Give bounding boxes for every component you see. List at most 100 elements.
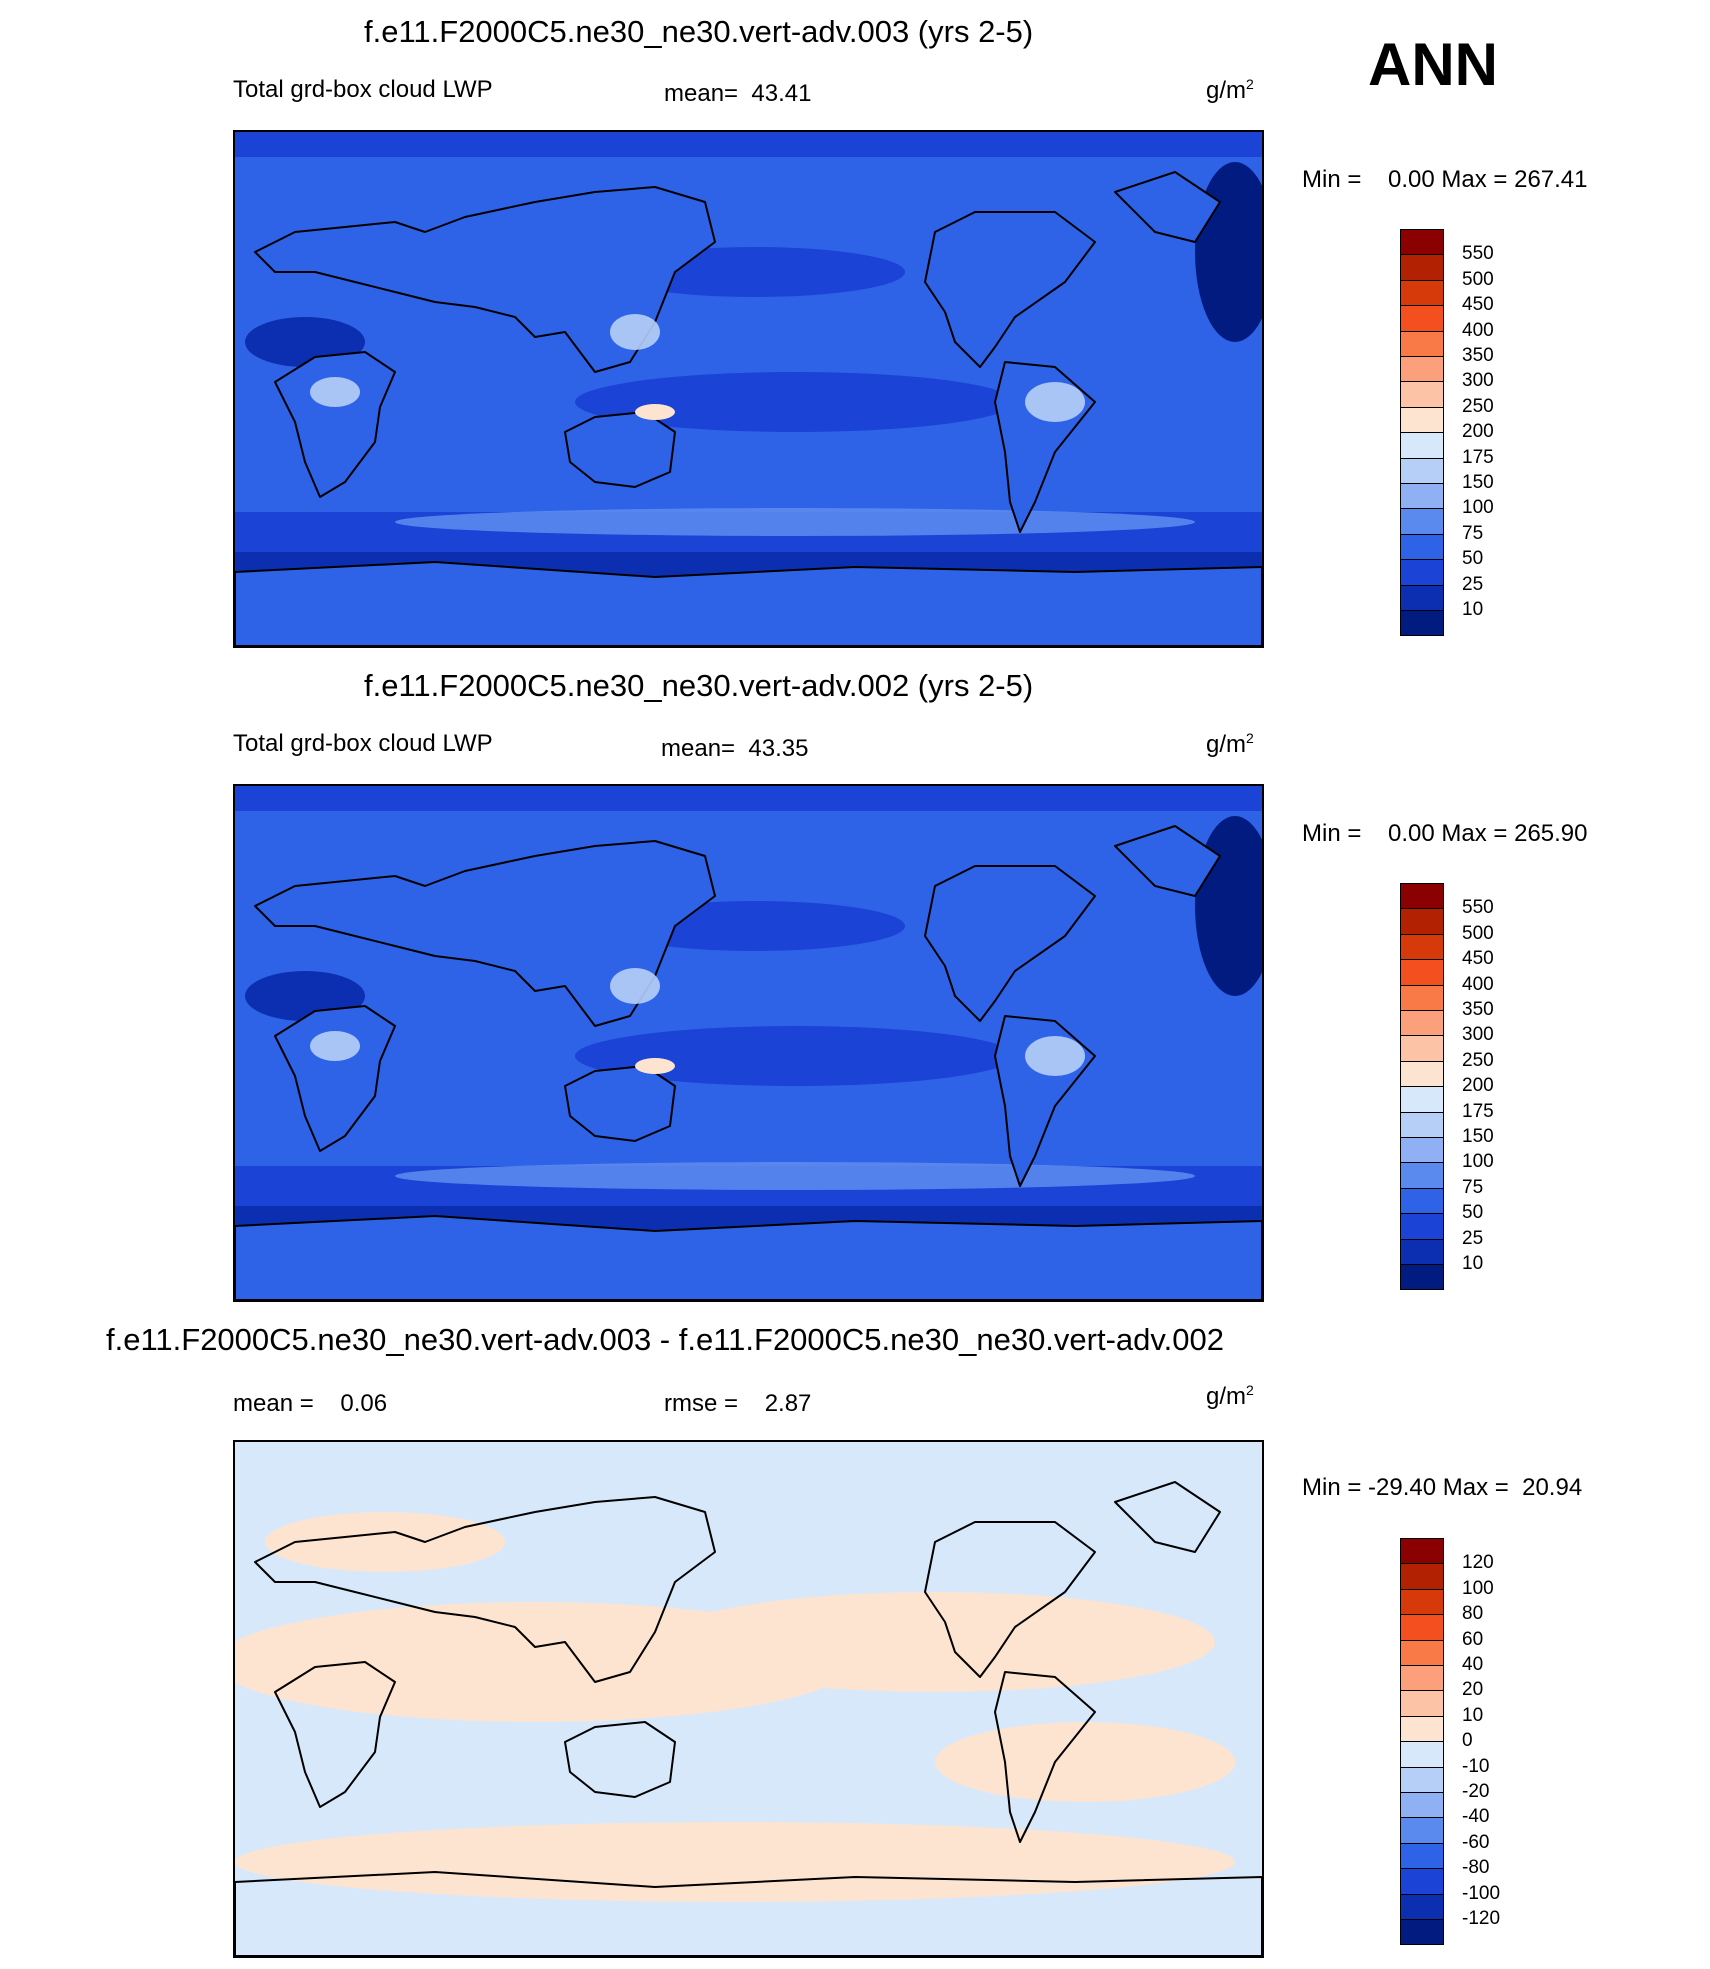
colorbar-tick-label: 350 — [1462, 999, 1494, 1020]
colorbar-tick-label: 400 — [1462, 973, 1494, 995]
colorbar-swatch — [1400, 229, 1444, 256]
colorbar-swatch — [1400, 559, 1444, 586]
colorbar-swatch — [1400, 908, 1444, 935]
colorbar-swatch — [1400, 1010, 1444, 1037]
colorbar-swatch — [1400, 1111, 1444, 1138]
colorbar-tick-label: 25 — [1462, 1227, 1484, 1249]
colorbar-swatch — [1400, 1264, 1444, 1291]
colorbar-swatch — [1400, 1213, 1444, 1240]
colorbar-swatch — [1400, 1035, 1444, 1062]
colorbar-swatch — [1400, 1538, 1444, 1565]
colorbar-tick-label: 60 — [1462, 1628, 1484, 1650]
colorbar-swatch — [1400, 305, 1444, 332]
colorbar-tick-label: -60 — [1462, 1831, 1490, 1853]
colorbar-tick-label: 50 — [1462, 1202, 1484, 1224]
colorbar-tick-label: 550 — [1462, 897, 1494, 919]
units-label: g/m2 — [1206, 1382, 1254, 1411]
colorbar-tick-label: 450 — [1462, 294, 1494, 316]
colorbar-swatch — [1400, 1665, 1444, 1692]
colorbar-swatch — [1400, 356, 1444, 383]
colorbar-swatch — [1400, 381, 1444, 408]
colorbar-tick-label: 10 — [1462, 1253, 1484, 1274]
colorbar-swatch — [1400, 1919, 1444, 1946]
colorbar-tick-label: -40 — [1462, 1806, 1490, 1828]
colorbar-swatch — [1400, 1868, 1444, 1895]
colorbar-swatch — [1400, 984, 1444, 1011]
min-max-label: Min = -29.40 Max = 20.94 — [1302, 1474, 1583, 1501]
colorbar-tick-label: 500 — [1462, 268, 1494, 290]
map-panel-3 — [233, 1440, 1264, 1958]
units-text: g/m — [1206, 1383, 1247, 1410]
colorbar-tick-label: 150 — [1462, 1126, 1494, 1147]
colorbar-swatch — [1400, 933, 1444, 961]
colorbar-swatch — [1400, 457, 1444, 484]
colorbar-tick-label: 300 — [1462, 370, 1494, 392]
colorbar-tick-label: 400 — [1462, 319, 1494, 341]
map-field — [235, 786, 1262, 1300]
colorbar-swatch — [1400, 1817, 1444, 1844]
colorbar-swatch — [1400, 279, 1444, 307]
colorbar-tick-label: 100 — [1462, 497, 1494, 519]
colorbar-tick-label: 450 — [1462, 948, 1494, 970]
panel-title: f.e11.F2000C5.ne30_ne30.vert-adv.002 (yr… — [364, 668, 1034, 703]
colorbar-tick-label: 175 — [1462, 446, 1494, 468]
colorbar-tick-label: 250 — [1462, 395, 1494, 417]
rmse-label: rmse = 2.87 — [664, 1390, 812, 1417]
colorbar-tick-label: 250 — [1462, 1049, 1494, 1071]
colorbar-swatch — [1400, 1187, 1444, 1215]
min-max-label: Min = 0.00 Max = 267.41 — [1302, 166, 1588, 193]
map-field — [235, 1442, 1262, 1956]
colorbar-swatch — [1400, 1639, 1444, 1666]
colorbar-swatch — [1400, 1137, 1444, 1164]
colorbar-tick-label: 100 — [1462, 1577, 1494, 1599]
units-text: g/m — [1206, 731, 1247, 758]
variable-label: Total grd-box cloud LWP — [233, 76, 493, 103]
colorbar-swatch — [1400, 1690, 1444, 1717]
colorbar-swatch — [1400, 1893, 1444, 1920]
colorbar-tick-label: 350 — [1462, 345, 1494, 366]
colorbar-swatch — [1400, 1715, 1444, 1743]
colorbar-swatch — [1400, 406, 1444, 434]
colorbar-tick-label: 40 — [1462, 1654, 1484, 1675]
variable-label: Total grd-box cloud LWP — [233, 730, 493, 757]
colorbar-tick-label: 10 — [1462, 1704, 1484, 1726]
colorbar-swatch — [1400, 1741, 1444, 1768]
colorbar-swatch — [1400, 1060, 1444, 1088]
colorbar-tick-label: 50 — [1462, 548, 1484, 570]
colorbar-swatch — [1400, 330, 1444, 357]
colorbar-tick-label: 100 — [1462, 1151, 1494, 1173]
colorbar-tick-label: 10 — [1462, 599, 1484, 620]
colorbar-swatch — [1400, 1792, 1444, 1819]
colorbar-swatch — [1400, 254, 1444, 281]
mean-label: mean= 43.35 — [661, 735, 809, 762]
colorbar-tick-label: 550 — [1462, 243, 1494, 265]
colorbar-swatch — [1400, 1588, 1444, 1616]
colorbar-tick-label: 0 — [1462, 1730, 1473, 1752]
colorbar-tick-label: 75 — [1462, 522, 1484, 544]
colorbar-tick-label: -100 — [1462, 1882, 1501, 1904]
panel-title: f.e11.F2000C5.ne30_ne30.vert-adv.003 - f… — [106, 1322, 1224, 1357]
colorbar-tick-label: 200 — [1462, 421, 1494, 443]
units-label: g/m2 — [1206, 76, 1254, 105]
colorbar-tick-label: 175 — [1462, 1100, 1494, 1122]
units-label: g/m2 — [1206, 730, 1254, 759]
colorbar-swatch — [1400, 883, 1444, 910]
colorbar-tick-label: -120 — [1462, 1908, 1501, 1929]
map-panel-2 — [233, 784, 1264, 1302]
colorbar-tick-label: 25 — [1462, 573, 1484, 595]
season-label: ANN — [1368, 31, 1498, 98]
colorbar-swatch — [1400, 1614, 1444, 1641]
colorbar-tick-label: 75 — [1462, 1176, 1484, 1198]
colorbar-tick-label: -80 — [1462, 1857, 1490, 1879]
min-max-label: Min = 0.00 Max = 265.90 — [1302, 820, 1588, 847]
colorbar-swatch — [1400, 1086, 1444, 1113]
colorbar-swatch — [1400, 959, 1444, 986]
colorbar-tick-label: 500 — [1462, 922, 1494, 944]
colorbar-swatch — [1400, 1842, 1444, 1870]
colorbar-swatch — [1400, 508, 1444, 535]
colorbar-tick-label: -10 — [1462, 1755, 1490, 1777]
panel-title: f.e11.F2000C5.ne30_ne30.vert-adv.003 (yr… — [364, 14, 1034, 49]
colorbar-swatch — [1400, 1162, 1444, 1189]
units-exponent: 2 — [1246, 1382, 1254, 1398]
map-field — [235, 132, 1262, 646]
